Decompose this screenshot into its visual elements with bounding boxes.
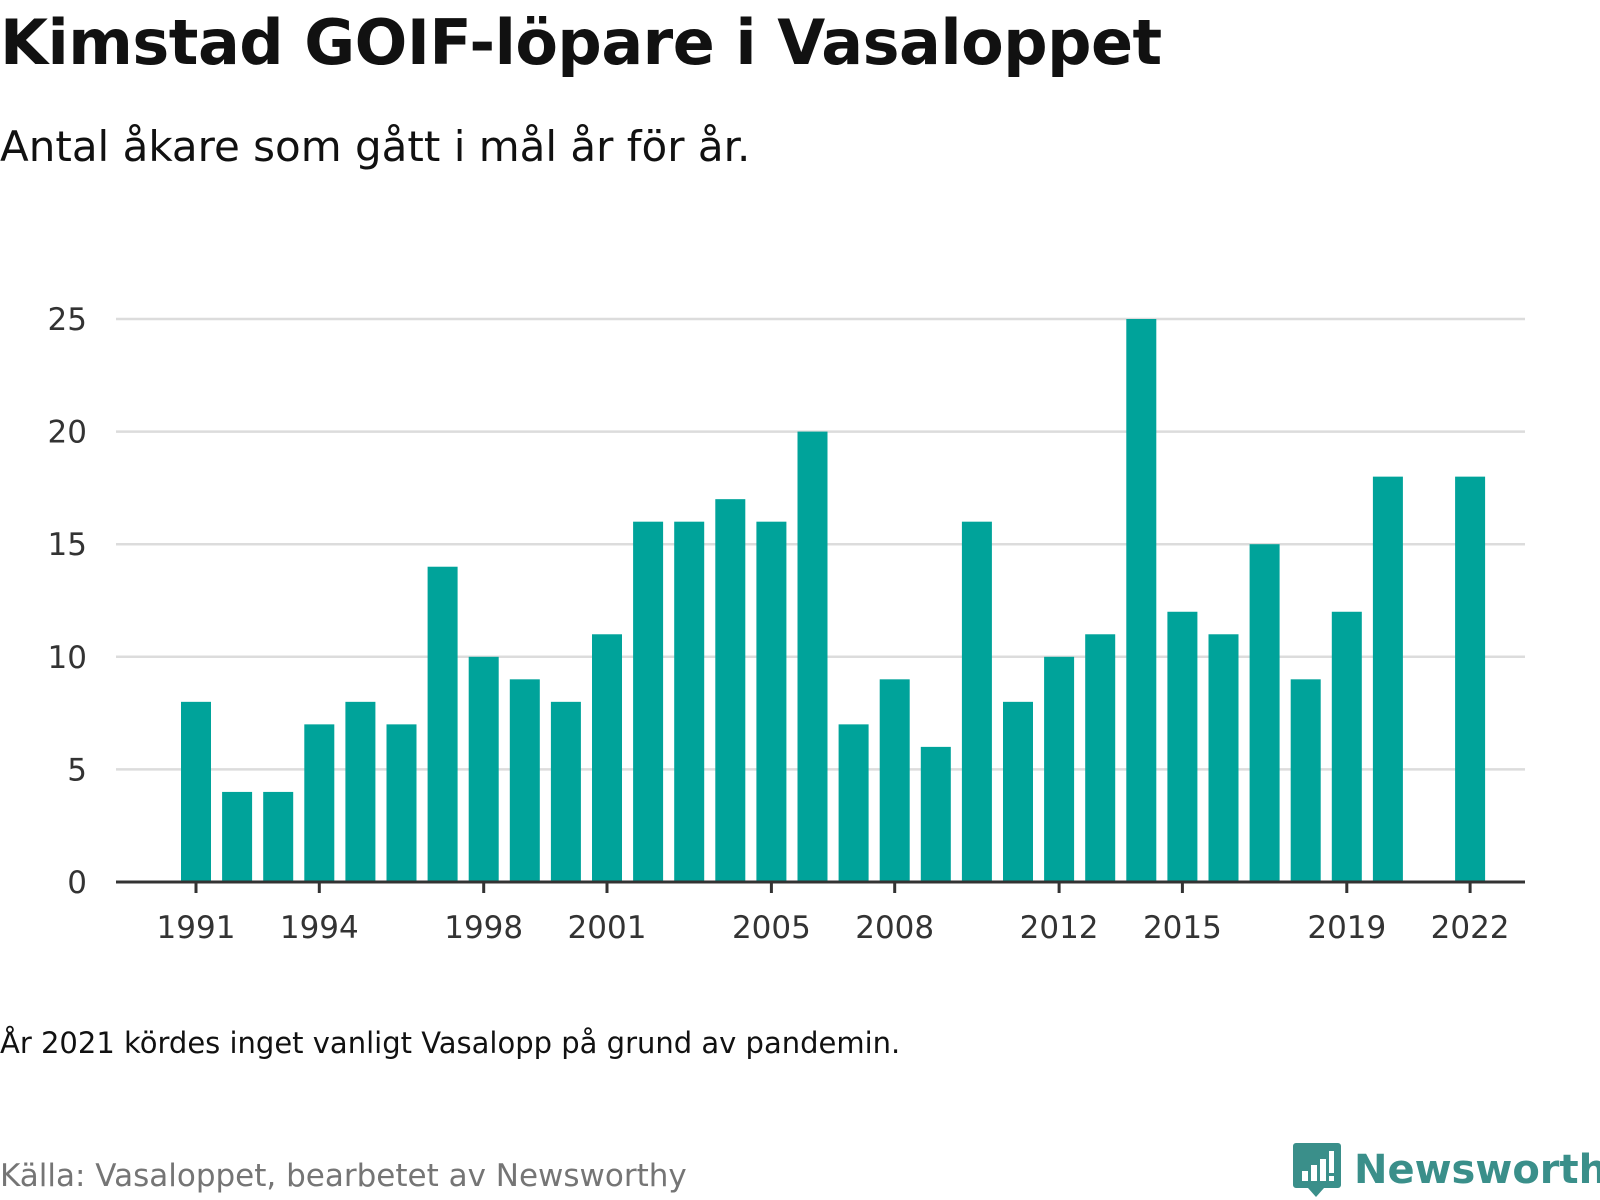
bar-2005 bbox=[756, 521, 787, 882]
bar-1996 bbox=[386, 724, 417, 882]
bar-2009 bbox=[920, 746, 951, 882]
bar-chart: 0 5 10 15 20 25 1991 1994 1998 2001 2005 2008 2012 2… bbox=[48, 302, 1525, 946]
bar-1995 bbox=[345, 701, 376, 882]
y-tick-label: 10 bbox=[48, 640, 87, 676]
y-tick-label: 5 bbox=[67, 752, 87, 788]
bar-2001 bbox=[592, 634, 622, 882]
bar-2013 bbox=[1085, 634, 1116, 882]
y-tick-label: 0 bbox=[67, 865, 87, 901]
bar-2010 bbox=[961, 521, 992, 882]
y-tick-label: 20 bbox=[48, 415, 87, 451]
bar-1998 bbox=[468, 656, 499, 882]
bar-2006 bbox=[797, 431, 828, 882]
bar-2003 bbox=[674, 521, 705, 882]
x-tick-label: 2012 bbox=[1020, 910, 1099, 946]
brand-name: Newsworthy bbox=[1354, 1147, 1600, 1193]
bar-2014 bbox=[1126, 319, 1157, 882]
bar-2000 bbox=[550, 701, 581, 882]
chart-title: Kimstad GOIF-löpare i Vasaloppet bbox=[0, 6, 1162, 79]
bar-2020 bbox=[1372, 476, 1403, 882]
x-tick-label: 2001 bbox=[568, 910, 647, 946]
bar-chart-speech-icon bbox=[1293, 1143, 1341, 1197]
bar-1992 bbox=[222, 791, 253, 882]
y-tick-label: 15 bbox=[48, 527, 87, 563]
bars bbox=[181, 319, 1486, 882]
source-credit: Källa: Vasaloppet, bearbetet av Newswort… bbox=[0, 1158, 687, 1194]
footnote: År 2021 kördes inget vanligt Vasalopp på… bbox=[0, 1026, 901, 1060]
chart-subtitle: Antal åkare som gått i mål år för år. bbox=[0, 122, 751, 171]
bar-2007 bbox=[838, 724, 869, 882]
bar-1993 bbox=[263, 791, 294, 882]
bar-1994 bbox=[304, 724, 335, 882]
bar-2018 bbox=[1290, 679, 1321, 882]
bar-2002 bbox=[633, 521, 664, 882]
bar-2004 bbox=[715, 499, 746, 882]
bar-1991 bbox=[181, 701, 211, 882]
bar-2017 bbox=[1249, 544, 1280, 882]
x-tick-label: 2019 bbox=[1307, 910, 1386, 946]
x-tick-label: 1994 bbox=[280, 910, 359, 946]
x-tick-label: 1991 bbox=[157, 910, 236, 946]
bar-2011 bbox=[1003, 701, 1033, 882]
bar-1997 bbox=[427, 566, 458, 882]
bar-2012 bbox=[1044, 656, 1075, 882]
x-tick-label: 2008 bbox=[855, 910, 934, 946]
bar-2015 bbox=[1167, 611, 1198, 882]
x-tick-label: 2005 bbox=[732, 910, 811, 946]
bar-2016 bbox=[1208, 634, 1239, 882]
bar-2019 bbox=[1331, 611, 1362, 882]
x-tick-label: 2015 bbox=[1143, 910, 1222, 946]
bar-2022 bbox=[1455, 476, 1486, 882]
bar-1999 bbox=[509, 679, 540, 882]
x-tick-label: 1998 bbox=[444, 910, 523, 946]
x-axis-ticks: 1991 1994 1998 2001 2005 2008 2012 2015 2019 2022 bbox=[157, 882, 1510, 946]
y-axis-ticks: 0 5 10 15 20 25 bbox=[48, 302, 87, 901]
x-tick-label: 2022 bbox=[1431, 910, 1510, 946]
y-tick-label: 25 bbox=[48, 302, 87, 338]
bar-2008 bbox=[879, 679, 910, 882]
newsworthy-logo: Newsworthy bbox=[1292, 1140, 1600, 1200]
